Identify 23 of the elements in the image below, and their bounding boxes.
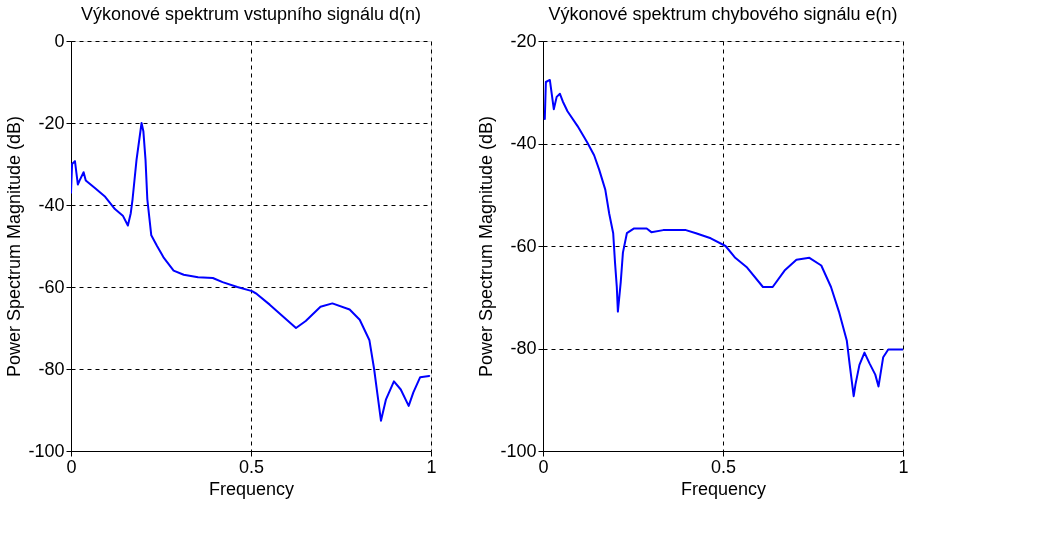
y-tick-label: 0	[54, 30, 65, 51]
chart-title: Výkonové spektrum chybového signálu e(n)	[548, 4, 898, 24]
y-tick-label: -20	[510, 30, 537, 51]
x-axis-title: Frequency	[680, 478, 767, 499]
chart-title: Výkonové spektrum vstupního signálu d(n)	[80, 4, 422, 24]
x-tick-label: 1	[898, 456, 909, 477]
y-tick-label: -60	[38, 276, 65, 297]
x-tick-label: 1	[426, 456, 437, 477]
y-axis-title: Power Spectrum Magnitude (dB)	[4, 115, 25, 378]
y-tick-label: -20	[38, 112, 65, 133]
y-tick-label: -60	[510, 235, 537, 256]
y-tick-label: -100	[500, 440, 537, 461]
line-series	[543, 78, 903, 398]
y-tick-label: -80	[38, 358, 65, 379]
line-series	[71, 122, 431, 422]
x-axis-title: Frequency	[208, 478, 295, 499]
y-tick-label: -40	[510, 133, 537, 153]
x-tick-label: 0.5	[710, 456, 737, 477]
y-tick-label: -100	[28, 440, 65, 461]
y-tick-label: -40	[38, 194, 65, 215]
x-tick-label: 0.5	[238, 456, 265, 477]
y-axis-title: Power Spectrum Magnitude (dB)	[476, 115, 497, 378]
y-tick-label: -80	[510, 338, 537, 358]
